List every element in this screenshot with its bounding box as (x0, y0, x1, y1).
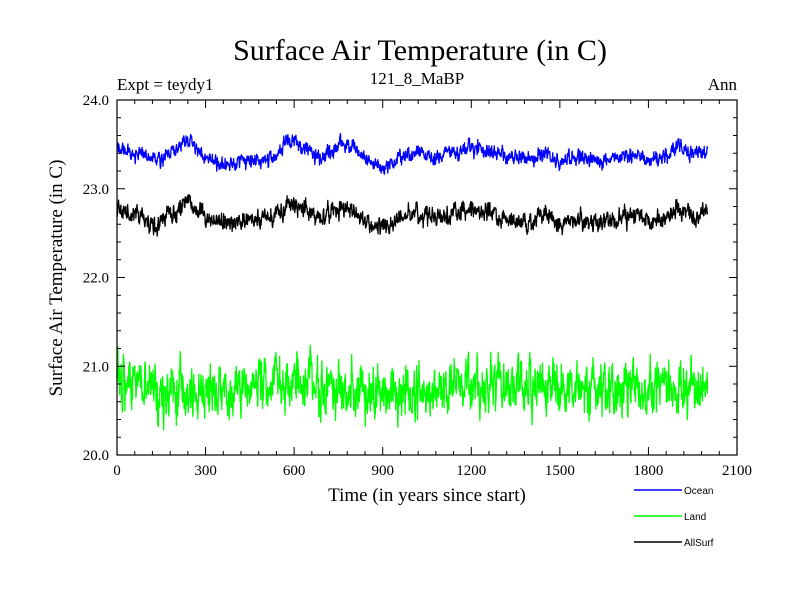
y-axis-label: Surface Air Temperature (in C) (46, 160, 67, 397)
legend-label-ocean: Ocean (684, 486, 713, 497)
x-tick-label: 1800 (633, 463, 663, 479)
y-tick-label: 24.0 (83, 93, 109, 109)
y-tick-label: 21.0 (83, 359, 109, 375)
axis-tick-labels: 0 300 600 900 1200 1500 1800 2100 20.0 21.0 22.0 23… (83, 93, 752, 479)
period-label: Ann (708, 75, 738, 94)
legend: Ocean Land AllSurf (634, 486, 714, 549)
x-tick-label: 300 (194, 463, 217, 479)
y-tick-label: 20.0 (83, 448, 109, 464)
x-tick-label: 1500 (545, 463, 575, 479)
x-axis-label: Time (in years since start) (328, 485, 526, 506)
x-tick-label: 900 (371, 463, 394, 479)
y-tick-label: 22.0 (83, 271, 109, 287)
series-line-ocean (116, 133, 709, 175)
chart-subtitle: 121_8_MaBP (370, 69, 464, 88)
legend-label-land: Land (684, 512, 706, 523)
axis-ticks (116, 99, 738, 456)
x-tick-label: 600 (283, 463, 306, 479)
experiment-label: Expt = teydy1 (117, 75, 213, 94)
series-layer (116, 133, 709, 431)
y-tick-label: 23.0 (83, 182, 109, 198)
series-line-allsurf (116, 193, 709, 237)
chart-title: Surface Air Temperature (in C) (233, 34, 607, 67)
legend-label-allsurf: AllSurf (684, 538, 714, 549)
series-line-land (116, 344, 709, 431)
x-tick-label: 2100 (722, 463, 752, 479)
x-tick-label: 0 (113, 463, 121, 479)
plot-frame (116, 99, 738, 456)
x-tick-label: 1200 (456, 463, 486, 479)
